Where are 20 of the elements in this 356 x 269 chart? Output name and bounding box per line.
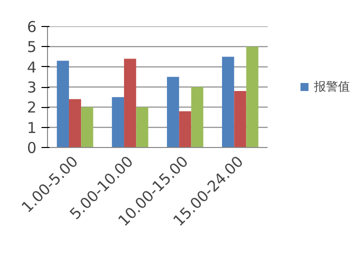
bar bbox=[56, 60, 69, 148]
bar bbox=[124, 58, 136, 148]
bar bbox=[234, 91, 246, 148]
y-tick-label: 1 bbox=[26, 118, 37, 137]
y-tick-label: 3 bbox=[26, 78, 37, 96]
y-tick-label: 0 bbox=[26, 139, 37, 157]
bar bbox=[68, 99, 82, 148]
bar bbox=[112, 97, 124, 148]
bar bbox=[179, 111, 192, 148]
bar bbox=[191, 87, 204, 148]
bar bbox=[136, 107, 148, 148]
bar bbox=[166, 76, 180, 148]
legend-label: 报警值 bbox=[314, 78, 350, 95]
y-tick-label: 2 bbox=[26, 98, 37, 117]
bar bbox=[81, 107, 94, 148]
y-tick-label: 4 bbox=[26, 58, 37, 76]
bar bbox=[246, 46, 258, 148]
bar bbox=[222, 56, 234, 148]
y-tick-label: 5 bbox=[26, 38, 37, 56]
y-tick-label: 6 bbox=[26, 18, 37, 36]
